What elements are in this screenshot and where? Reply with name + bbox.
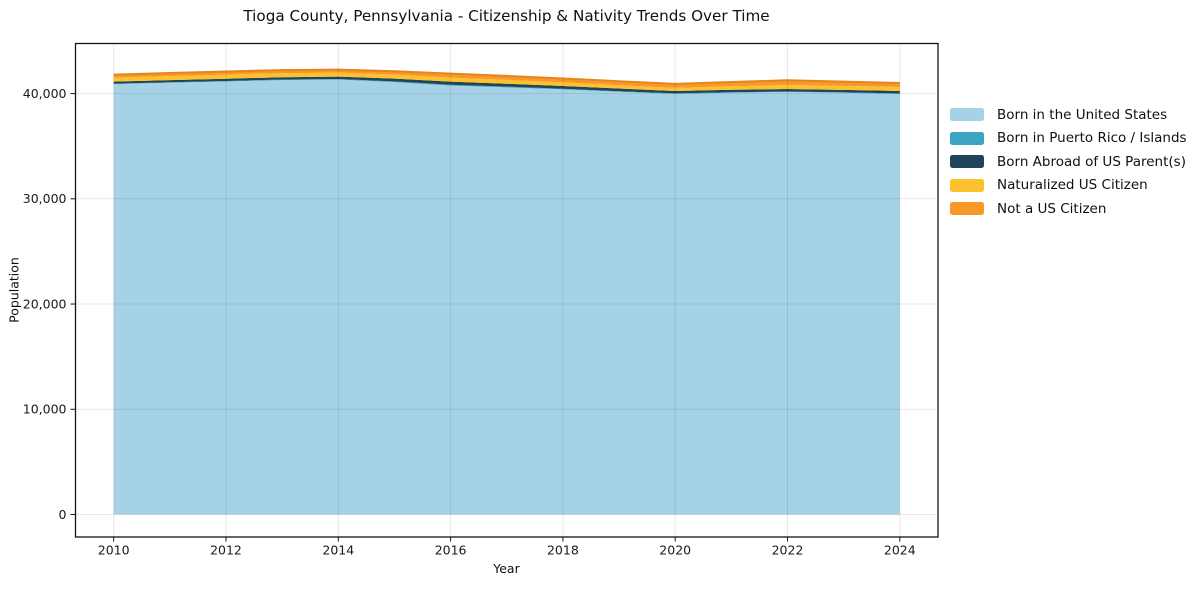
- legend-item-born-abroad-of-us-parent-s: Born Abroad of US Parent(s): [950, 150, 1187, 174]
- y-axis-label: Population: [6, 257, 22, 323]
- legend-swatch-icon: [950, 202, 984, 216]
- x-tick-label: 2018: [547, 543, 579, 558]
- legend-swatch-icon: [950, 178, 984, 192]
- y-tick-label: 30,000: [23, 191, 67, 206]
- legend-label: Born in the United States: [997, 106, 1168, 123]
- legend-swatch-icon: [950, 108, 984, 122]
- stack-top-edge-line: [113, 68, 900, 85]
- area-born-abroad-of-us-parent-s: [113, 76, 900, 94]
- legend-label: Not a US Citizen: [997, 200, 1107, 217]
- y-tick-label: 0: [59, 507, 67, 522]
- chart-title: Tioga County, Pennsylvania - Citizenship…: [243, 7, 770, 25]
- y-tick-label: 10,000: [23, 402, 67, 417]
- x-tick-label: 2024: [884, 543, 916, 558]
- legend-item-not-a-us-citizen: Not a US Citizen: [950, 197, 1187, 221]
- legend-label: Born Abroad of US Parent(s): [997, 153, 1186, 170]
- x-tick-label: 2022: [772, 543, 804, 558]
- area-naturalized-us-citizen: [113, 72, 900, 91]
- legend-swatch-icon: [950, 155, 984, 169]
- x-tick-label: 2012: [210, 543, 242, 558]
- x-tick-label: 2016: [435, 543, 467, 558]
- gridlines: [75, 43, 938, 537]
- stacked-areas: [113, 68, 900, 515]
- y-tick-label: 20,000: [23, 296, 67, 311]
- legend-item-born-in-puerto-rico-islands: Born in Puerto Rico / Islands: [950, 127, 1187, 151]
- legend: Born in the United States Born in Puerto …: [950, 103, 1187, 221]
- legend-swatch-icon: [950, 131, 984, 145]
- area-born-in-puerto-rico-islands: [113, 79, 900, 94]
- x-tick-label: 2014: [322, 543, 354, 558]
- x-axis-ticks: 2010 2012 2014 2016 2018 2020 2022 2024: [98, 537, 916, 558]
- legend-item-born-in-the-united-states: Born in the United States: [950, 103, 1187, 127]
- legend-label: Naturalized US Citizen: [997, 177, 1148, 194]
- legend-label: Born in Puerto Rico / Islands: [997, 130, 1187, 147]
- legend-item-naturalized-us-citizen: Naturalized US Citizen: [950, 174, 1187, 198]
- x-tick-label: 2010: [98, 543, 130, 558]
- plot-border: [74, 42, 939, 538]
- y-tick-label: 40,000: [23, 86, 67, 101]
- x-axis-label: Year: [493, 561, 520, 576]
- x-tick-label: 2020: [659, 543, 691, 558]
- y-axis-ticks: 0 10,000 20,000 30,000 40,000: [23, 86, 76, 522]
- area-born-in-the-united-states: [113, 79, 900, 515]
